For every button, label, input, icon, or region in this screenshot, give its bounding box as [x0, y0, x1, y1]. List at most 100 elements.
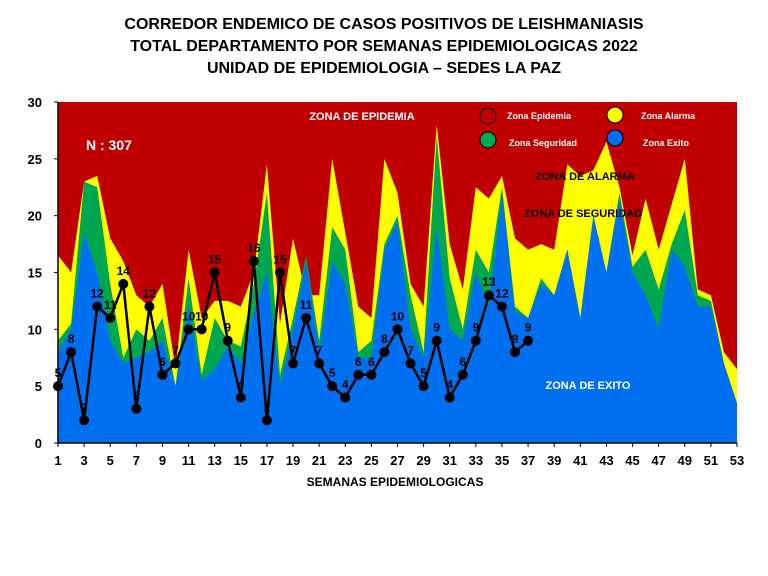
- legend-marker: [606, 129, 624, 147]
- casos-data-label: 11: [300, 298, 313, 312]
- x-tick-label: 27: [390, 453, 404, 468]
- casos-point: [457, 369, 468, 380]
- casos-point: [261, 415, 272, 426]
- x-tick-label: 15: [234, 453, 248, 468]
- casos-point: [431, 335, 442, 346]
- x-tick-label: 9: [159, 453, 166, 468]
- casos-point: [470, 335, 481, 346]
- casos-point: [170, 358, 181, 369]
- casos-data-label: 8: [512, 332, 519, 346]
- x-axis-title: SEMANAS EPIDEMIOLOGICAS: [307, 475, 484, 489]
- casos-point: [196, 324, 207, 335]
- casos-point: [340, 392, 351, 403]
- x-tick-label: 39: [547, 453, 561, 468]
- casos-point: [353, 369, 364, 380]
- casos-data-label: 6: [368, 355, 375, 369]
- zona-seguridad-label: ZONA DE SEGURIDAD: [524, 208, 642, 220]
- casos-data-label: 8: [68, 332, 75, 346]
- x-tick-label: 35: [495, 453, 509, 468]
- casos-data-label: 9: [433, 321, 440, 335]
- x-tick-label: 19: [286, 453, 300, 468]
- legend-marker: [606, 106, 624, 124]
- y-tick-label: 0: [35, 436, 42, 451]
- casos-point: [288, 358, 299, 369]
- x-tick-label: 25: [364, 453, 378, 468]
- y-tick-label: 20: [28, 209, 42, 224]
- casos-point: [235, 392, 246, 403]
- casos-data-label: 5: [55, 366, 62, 380]
- casos-data-label: 15: [273, 253, 287, 267]
- casos-point: [523, 335, 534, 346]
- casos-point: [444, 392, 455, 403]
- casos-data-label: 7: [407, 343, 414, 357]
- casos-data-label: 9: [224, 321, 231, 335]
- legend-marker: [479, 131, 497, 149]
- casos-data-label: 10: [391, 309, 405, 323]
- casos-data-label: 5: [329, 366, 336, 380]
- casos-point: [510, 347, 521, 358]
- y-tick-label: 10: [28, 322, 42, 337]
- casos-point: [222, 335, 233, 346]
- casos-data-label: 13: [482, 275, 496, 289]
- casos-point: [105, 312, 116, 323]
- casos-point: [418, 381, 429, 392]
- x-tick-label: 47: [651, 453, 665, 468]
- x-tick-label: 37: [521, 453, 535, 468]
- casos-data-label: 6: [459, 355, 466, 369]
- x-tick-label: 53: [730, 453, 744, 468]
- casos-point: [392, 324, 403, 335]
- casos-point: [274, 267, 285, 278]
- casos-data-label: 10: [195, 309, 209, 323]
- x-tick-label: 21: [312, 453, 326, 468]
- casos-data-label: 7: [172, 343, 179, 357]
- casos-point: [209, 267, 220, 278]
- casos-point: [379, 347, 390, 358]
- casos-point: [405, 358, 416, 369]
- x-tick-label: 7: [133, 453, 140, 468]
- x-tick-label: 5: [107, 453, 114, 468]
- x-tick-label: 49: [678, 453, 692, 468]
- y-tick-label: 30: [28, 95, 42, 110]
- x-tick-label: 31: [442, 453, 456, 468]
- casos-point: [144, 301, 155, 312]
- x-tick-label: 11: [182, 453, 196, 468]
- zona-alarma-label: ZONA DE ALARMA: [535, 171, 634, 183]
- legend-label: Zona Alarma: [641, 111, 696, 121]
- casos-data-label: 6: [159, 355, 166, 369]
- casos-data-label: 6: [355, 355, 362, 369]
- casos-data-label: 2: [81, 400, 88, 414]
- x-tick-label: 33: [469, 453, 483, 468]
- casos-point: [366, 369, 377, 380]
- x-tick-label: 23: [338, 453, 352, 468]
- casos-data-label: 16: [247, 241, 261, 255]
- casos-point: [53, 381, 63, 392]
- casos-point: [483, 290, 494, 301]
- casos-data-label: 4: [446, 378, 453, 392]
- casos-point: [79, 415, 90, 426]
- chart-title-line-1: CORREDOR ENDEMICO DE CASOS POSITIVOS DE …: [124, 16, 644, 33]
- y-tick-label: 25: [28, 152, 42, 167]
- x-tick-label: 17: [260, 453, 274, 468]
- casos-data-label: 12: [495, 287, 509, 301]
- y-tick-label: 5: [35, 379, 42, 394]
- casos-data-label: 5: [420, 366, 427, 380]
- casos-point: [496, 301, 507, 312]
- casos-point: [92, 301, 103, 312]
- y-tick-label: 15: [28, 266, 42, 281]
- x-tick-label: 51: [704, 453, 718, 468]
- x-tick-label: 29: [416, 453, 430, 468]
- casos-data-label: 11: [104, 298, 117, 312]
- casos-data-label: 10: [182, 309, 196, 323]
- casos-data-label: 9: [525, 321, 532, 335]
- casos-point: [314, 358, 325, 369]
- x-tick-label: 13: [207, 453, 221, 468]
- x-tick-label: 3: [80, 453, 87, 468]
- casos-data-label: 3: [133, 389, 140, 403]
- zona-exito-area: [58, 192, 737, 443]
- legend-label: Zona Seguridad: [509, 138, 577, 148]
- x-tick-label: 41: [573, 453, 587, 468]
- casos-point: [118, 278, 129, 289]
- n-total-label: N : 307: [86, 137, 132, 153]
- x-tick-label: 45: [625, 453, 639, 468]
